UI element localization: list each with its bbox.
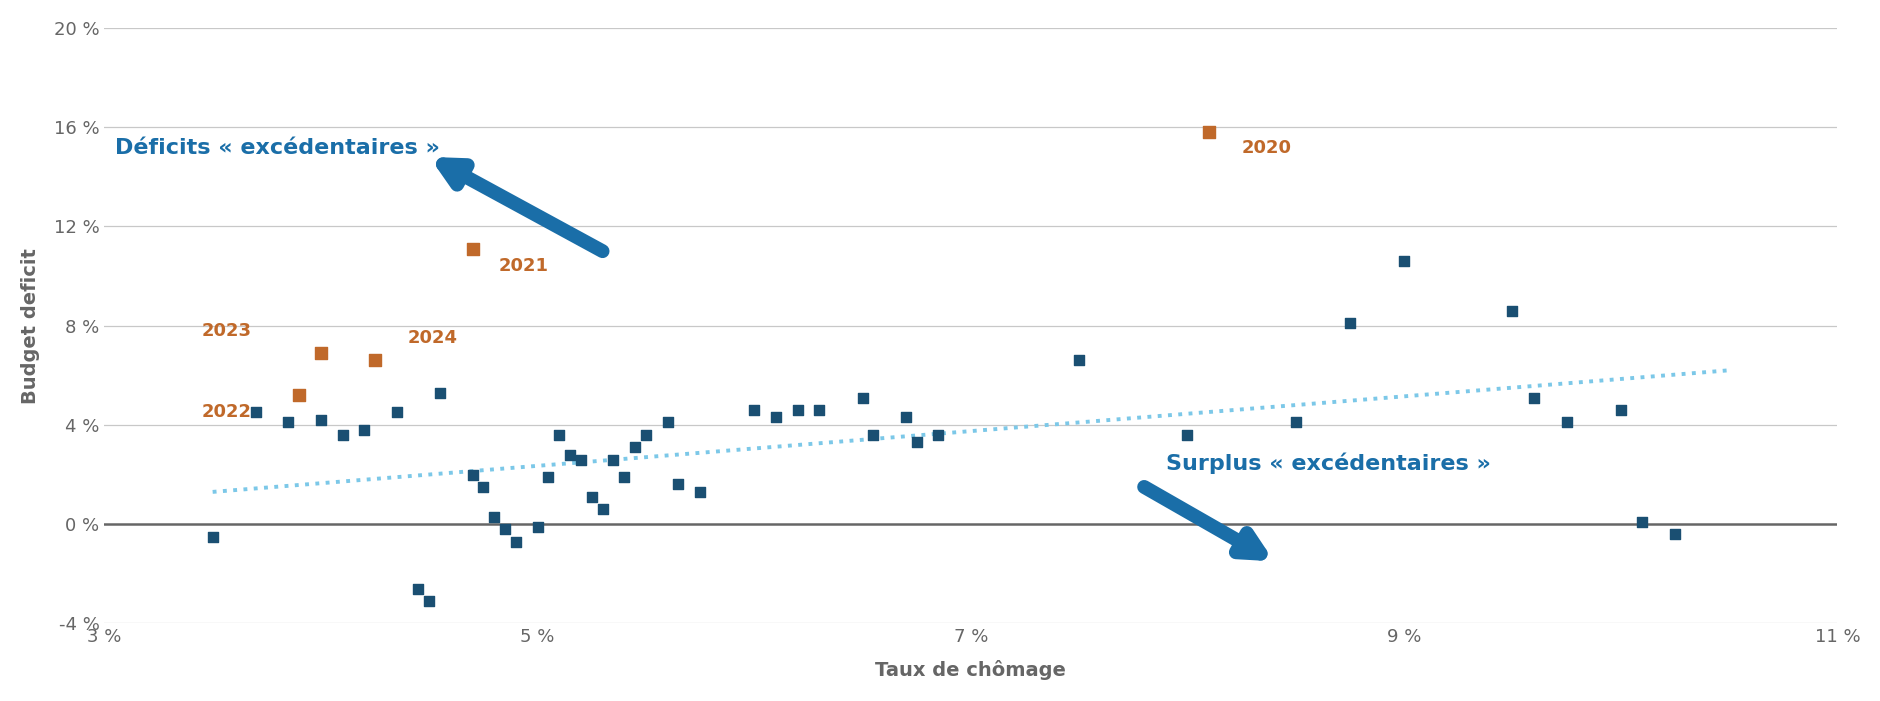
Point: [923, 429, 953, 440]
Point: [306, 414, 337, 426]
Point: [630, 429, 660, 440]
Point: [555, 449, 585, 461]
Point: [327, 429, 357, 440]
Point: [848, 392, 878, 403]
Point: [382, 407, 412, 418]
Point: [402, 583, 432, 594]
Point: [1551, 417, 1581, 428]
Point: [523, 521, 553, 532]
Point: [306, 347, 337, 358]
Point: [1280, 417, 1310, 428]
Point: [1194, 126, 1224, 137]
X-axis label: Taux de chômage: Taux de chômage: [874, 660, 1066, 680]
Point: [805, 404, 835, 416]
Point: [1606, 404, 1636, 416]
Point: [534, 471, 564, 482]
Point: [664, 479, 694, 490]
Point: [457, 469, 487, 480]
Point: [414, 595, 444, 606]
Point: [609, 471, 639, 482]
Point: [479, 511, 509, 522]
Text: Surplus « excédentaires »: Surplus « excédentaires »: [1166, 452, 1489, 474]
Point: [197, 531, 227, 542]
Point: [359, 355, 389, 366]
Point: [425, 387, 455, 398]
Point: [1626, 516, 1656, 527]
Point: [739, 404, 769, 416]
Point: [241, 407, 271, 418]
Point: [1335, 318, 1365, 329]
Point: [1658, 529, 1688, 540]
Point: [284, 390, 314, 401]
Text: 2023: 2023: [201, 322, 252, 339]
Point: [350, 424, 380, 435]
Point: [620, 442, 650, 453]
Point: [1519, 392, 1549, 403]
Point: [1064, 355, 1094, 366]
Point: [457, 243, 487, 254]
Point: [901, 437, 931, 448]
Y-axis label: Budget deficit: Budget deficit: [21, 247, 39, 404]
Text: 2020: 2020: [1241, 139, 1292, 157]
Point: [782, 404, 812, 416]
Point: [652, 417, 682, 428]
Point: [891, 411, 921, 423]
Text: Déficits « excédentaires »: Déficits « excédentaires »: [115, 138, 440, 158]
Point: [543, 429, 573, 440]
Point: [598, 454, 628, 465]
Point: [577, 491, 607, 503]
Point: [760, 411, 790, 423]
Point: [500, 536, 530, 547]
Point: [566, 454, 596, 465]
Point: [273, 417, 303, 428]
Point: [468, 482, 498, 493]
Point: [1387, 255, 1418, 266]
Text: 2021: 2021: [498, 257, 549, 275]
Point: [684, 486, 714, 498]
Point: [587, 503, 617, 515]
Text: 2022: 2022: [201, 404, 252, 421]
Point: [1171, 429, 1201, 440]
Text: 2024: 2024: [408, 329, 457, 347]
Point: [1496, 305, 1527, 316]
Point: [857, 429, 887, 440]
Point: [491, 524, 521, 535]
